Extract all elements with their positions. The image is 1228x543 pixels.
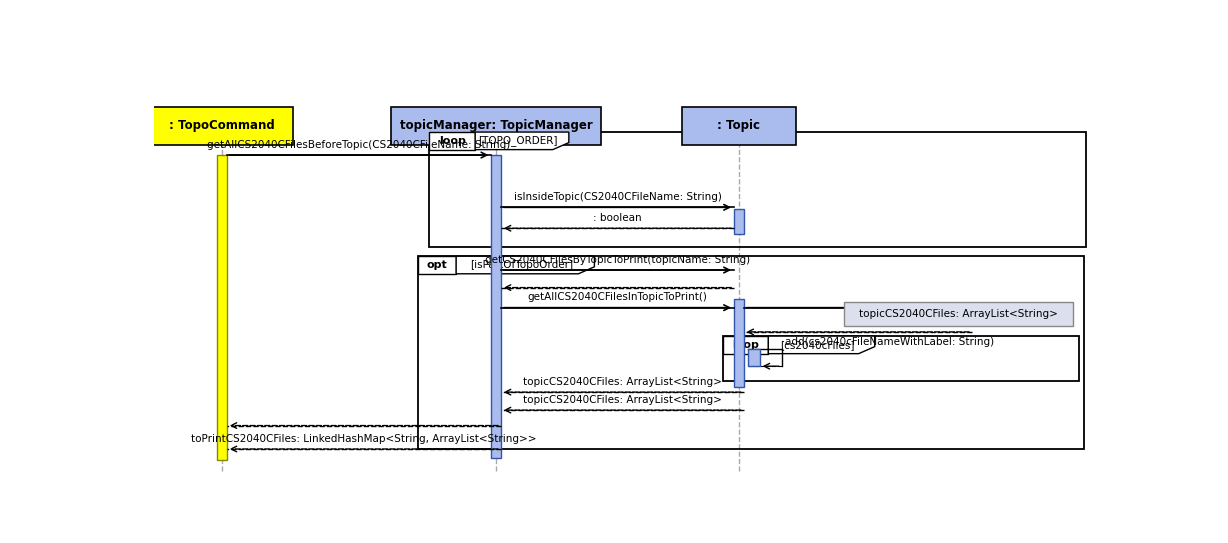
Bar <box>734 210 744 235</box>
Bar <box>845 302 1073 326</box>
Bar <box>430 132 1086 247</box>
Text: getCS2040CFilesByTopicToPrint(topicName: String): getCS2040CFilesByTopicToPrint(topicName:… <box>485 255 750 264</box>
Bar <box>217 155 227 460</box>
Text: : Topic: : Topic <box>717 119 760 132</box>
Polygon shape <box>475 132 569 150</box>
Text: topicCS2040CFiles: ArrayList<String>: topicCS2040CFiles: ArrayList<String> <box>523 395 722 405</box>
Text: topicManager: TopicManager: topicManager: TopicManager <box>400 119 592 132</box>
Bar <box>418 256 1084 449</box>
Text: isInsideTopic(CS2040CFileName: String): isInsideTopic(CS2040CFileName: String) <box>513 192 721 202</box>
Text: loop: loop <box>732 340 759 350</box>
Bar <box>748 350 760 366</box>
Bar <box>392 107 600 144</box>
Text: [TOPO_ORDER]: [TOPO_ORDER] <box>478 135 558 146</box>
Bar <box>491 155 501 458</box>
Text: getAllCS2040CFilesInTopicToPrint(): getAllCS2040CFilesInTopicToPrint() <box>528 292 707 302</box>
Bar <box>418 256 456 274</box>
Text: : TopoCommand: : TopoCommand <box>169 119 275 132</box>
Bar <box>430 132 475 150</box>
Bar <box>722 336 1078 381</box>
Text: getAllCS2040CFilesBeforeTopic(CS2040CFileName: String): getAllCS2040CFilesBeforeTopic(CS2040CFil… <box>208 140 511 150</box>
Text: [isPartOfTopoOrder]: [isPartOfTopoOrder] <box>470 260 572 270</box>
Bar <box>682 107 796 144</box>
Polygon shape <box>456 256 594 274</box>
Text: toPrintCS2040CFiles: LinkedHashMap<String, ArrayList<String>>: toPrintCS2040CFiles: LinkedHashMap<Strin… <box>192 433 537 444</box>
Bar <box>722 336 769 353</box>
Text: : boolean: : boolean <box>593 213 642 223</box>
Text: opt: opt <box>427 260 447 270</box>
Text: topicCS2040CFiles: ArrayList<String>: topicCS2040CFiles: ArrayList<String> <box>860 310 1059 319</box>
Text: loop: loop <box>438 136 465 146</box>
Bar <box>734 299 744 387</box>
Polygon shape <box>769 336 874 353</box>
Text: [cs2040cFiles]: [cs2040cFiles] <box>780 340 855 350</box>
Text: add(cs2040cFileNameWithLabel: String): add(cs2040cFileNameWithLabel: String) <box>786 337 995 347</box>
Bar <box>151 107 293 144</box>
Text: topicCS2040CFiles: ArrayList<String>: topicCS2040CFiles: ArrayList<String> <box>523 377 722 387</box>
